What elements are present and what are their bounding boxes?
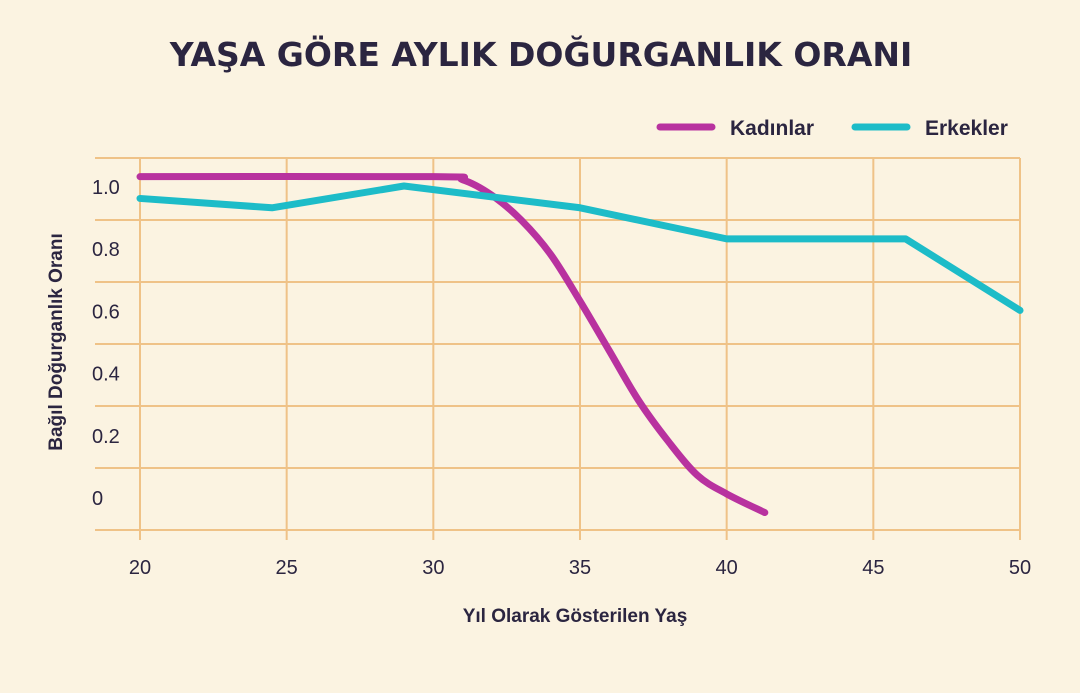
- y-tick-label: 0.6: [92, 301, 120, 323]
- x-tick-label: 35: [569, 557, 591, 579]
- y-tick-label: 0: [92, 488, 103, 510]
- x-tick-label: 45: [862, 557, 884, 579]
- x-tick-label: 30: [422, 557, 444, 579]
- legend-label: Erkekler: [925, 117, 1008, 140]
- x-tick-label: 50: [1009, 557, 1031, 579]
- series-lines: [136, 172, 1024, 517]
- y-axis-label: Bağıl Doğurganlık Oranı: [46, 233, 67, 450]
- y-tick-label: 1.0: [92, 177, 120, 199]
- x-tick-label: 40: [716, 557, 738, 579]
- chart-title: YAŞA GÖRE AYLIK DOĞURGANLIK ORANI: [169, 34, 913, 74]
- x-tick-labels: 20 25 30 35 40 45 50: [129, 557, 1031, 579]
- legend: Kadınlar Erkekler: [656, 117, 1008, 140]
- grid: [95, 157, 1021, 540]
- x-tick-label: 20: [129, 557, 151, 579]
- y-tick-labels: 1.0 0.8 0.6 0.4 0.2 0: [92, 177, 120, 510]
- legend-label: Kadınlar: [730, 117, 814, 140]
- y-tick-label: 0.8: [92, 239, 120, 261]
- y-tick-label: 0.4: [92, 364, 120, 386]
- y-tick-label: 0.2: [92, 426, 120, 448]
- x-axis-label: Yıl Olarak Gösterilen Yaş: [463, 606, 688, 627]
- series-line-erkekler: [136, 182, 1024, 314]
- x-tick-label: 25: [276, 557, 298, 579]
- series-line-kadinlar: [136, 172, 769, 517]
